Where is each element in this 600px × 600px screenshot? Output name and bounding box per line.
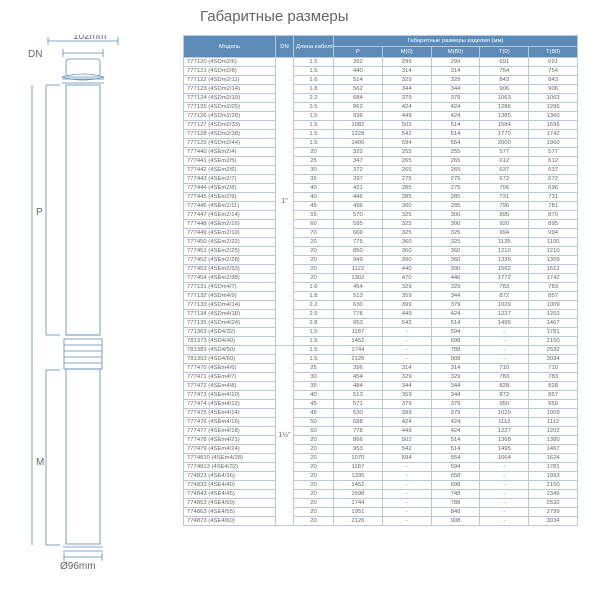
table-row: 777442 (4SEm2/6)30372265265637637 [184,166,578,175]
table-row: 777452 (4SEm2/28)2094939036013391309 [184,256,578,265]
th-cable: Длина кабеля (m) [294,36,334,58]
table-row: 781373 (4SD4/40)1.51452-698-2150 [184,337,578,346]
table-row: 777123 (4SDm2/14)1.8562344344906906 [184,85,578,94]
th-t80: T(80) [529,47,578,58]
table-row: 777446 (4SEm2/11)45496300285796781 [184,202,578,211]
th-t0: T(0) [480,47,529,58]
table-row: 777472 (4SEm4/8)35484344344828828 [184,382,578,391]
table-row: 777477 (4SEm4/18)6077844942412271202 [184,427,578,436]
dim-top: 102mm [73,35,106,42]
th-dn: DN [276,36,294,58]
table-row: 777450 (4SEm2/22)2077536032511351100 [184,238,578,247]
table-row: 774833 (4SE4/40)201452-698-2150 [184,481,578,490]
table-row: 777125 (4SDm2/25)2.586242442412861286 [184,103,578,112]
dim-table: Модель DN Длина кабеля (m) Габаритные ра… [183,35,578,526]
table-row: 774853 (4SE4/50)201744-788-2532 [184,499,578,508]
table-row: 774863 (4SE4/55)201951-848-2799 [184,508,578,517]
table-row: 777131 (4SDm4/7)1.6454329329783783 [184,283,578,292]
table-row: 777441 (4SEm2/5)25347265265612612 [184,157,578,166]
table-row: 777126 (4SDm2/28)1.593644942413851360 [184,112,578,121]
table-row: 777479 (4SEm4/24)2095354251414951467 [184,445,578,454]
table-row: 777132 (4SDm4/9)1.8513359344872857 [184,292,578,301]
table-row: 774823 (4SE4/36)201335-658-1993 [184,472,578,481]
table-row: 777473 (4SEm4/10)40513359344872857 [184,391,578,400]
table-row: 777471 (4SEm4/7)30454329329783783 [184,373,578,382]
table-row: 781383 (4SD4/50)1¼"1.51744-788-2532 [184,346,578,355]
table-row: 777121 (4SDm2/8)1.5440314314754754 [184,67,578,76]
table-row: 774873 (4SE4/60)202126-908-3034 [184,517,578,526]
table-row: 777443 (4SEm2/7)35397275275672672 [184,175,578,184]
table-row: 777454 (4SEm2/38)20130247044017721742 [184,274,578,283]
tech-drawing: 102mm DN [28,35,148,575]
th-p: P [334,47,383,58]
table-row: 777470 (4SEm4/6)25396314314710710 [184,364,578,373]
dim-bottom: Ø96mm [60,561,96,572]
page-title: Габаритные размеры [200,8,349,25]
table-row: 777129 (4SDm2/44)1.5140659455420001960 [184,139,578,148]
table-row: 777120 (4SDm2/6)1"1.5392299299691691 [184,58,578,67]
th-model: Модель [184,36,276,58]
table-row: 777134 (4SDm4/18)2.577844942412271202 [184,310,578,319]
table-row: 777453 (4SEm2/33)20112244039015621512 [184,265,578,274]
dim-m: M [36,457,44,468]
table-row: 781393 (4SD4/60)1.52126-908-3034 [184,355,578,364]
table-row: 7774810 (4SEm4/28)20107059455416641624 [184,454,578,463]
th-m80: M(80) [431,47,480,58]
th-group: Габаритные размеры изделия (мм) [334,36,578,47]
table-row: 777133 (4SDm4/14)2.263039937910291009 [184,301,578,310]
table-row: 774843 (4SE4/45)201598-748-2346 [184,490,578,499]
table-row: 777440 (4SEm2/4)20322255255577577 [184,148,578,157]
table-row: 777127 (4SDm2/33)1.5108250251415841596 [184,121,578,130]
table-row: 777474 (4SEm4/12)45571379379950950 [184,400,578,409]
th-m0: M(0) [382,47,431,58]
table-row: 771363 (4SD4/32)1.51187-594-1781 [184,328,578,337]
table-row: 777476 (4SEm4/16)5068842442411121112 [184,418,578,427]
table-row: 777448 (4SEm2/16)60595325300920895 [184,220,578,229]
table-row: 777122 (4SDm2/11)1.6514329329843843 [184,76,578,85]
table-row: 777445 (4SEm2/9)40446285285731731 [184,193,578,202]
table-row: 777475 (4SEm4/14)4563039937910291009 [184,409,578,418]
table-row: 777451 (4SEm2/25)2085036036012101210 [184,247,578,256]
table-row: 777449 (4SEm2/19)70669325325994994 [184,229,578,238]
table-row: 777135 (4SDm4/24)2.895354251414951467 [184,319,578,328]
dim-dn: DN [28,49,42,60]
table-row: 7774813 (4SE4/32)201187-594-1781 [184,463,578,472]
table-row: 777478 (4SEm4/21)2086650251413681380 [184,436,578,445]
table-row: 777128 (4SDm2/38)1.5122854251417701742 [184,130,578,139]
table-row: 777447 (4SEm2/14)55570325300895870 [184,211,578,220]
table-row: 777444 (4SEm2/8)40421285275706696 [184,184,578,193]
dim-p: P [36,207,43,218]
table-row: 777124 (4SDm2/19)2.268437937910631063 [184,94,578,103]
